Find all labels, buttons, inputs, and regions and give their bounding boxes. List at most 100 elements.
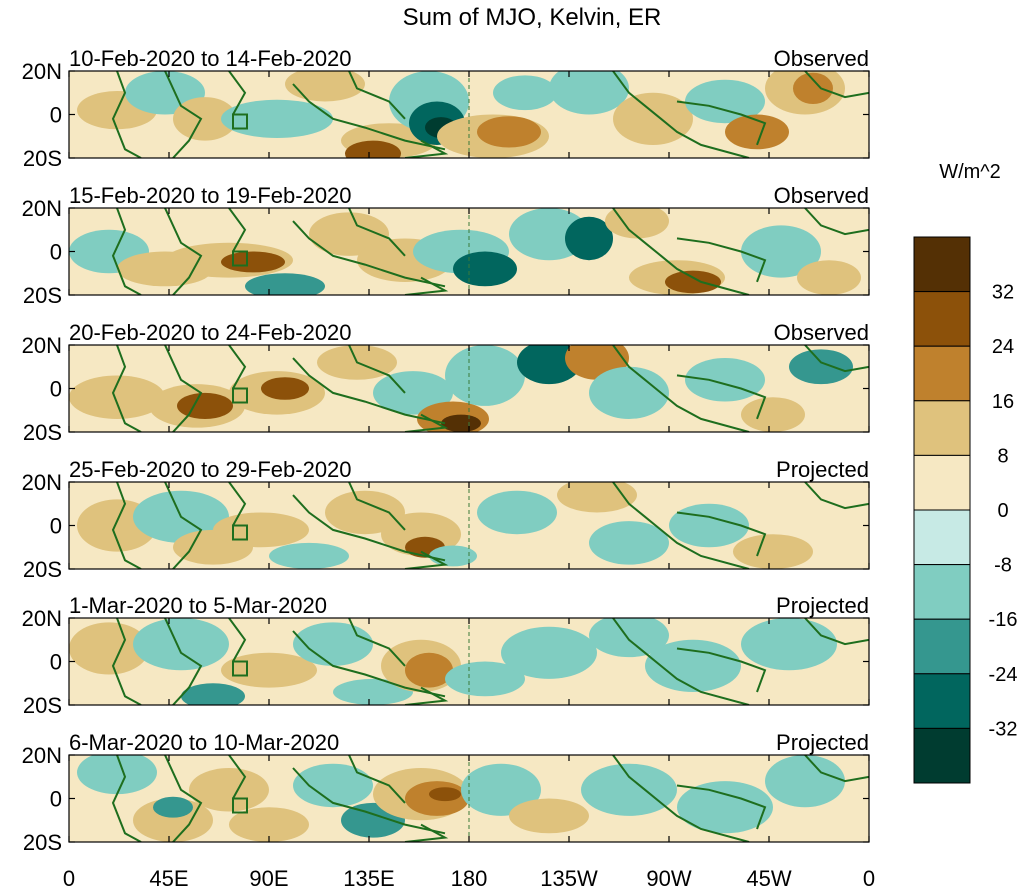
- anomaly-contour: [685, 358, 765, 402]
- panel-status: Observed: [774, 183, 869, 208]
- panel-status: Observed: [774, 320, 869, 345]
- anomaly-contour: [517, 345, 581, 385]
- anomaly-contour: [445, 345, 525, 406]
- anomaly-contour: [501, 626, 597, 679]
- anomaly-contour: [245, 273, 325, 295]
- panel-date-range: 15-Feb-2020 to 19-Feb-2020: [69, 183, 352, 208]
- coastline: [292, 630, 446, 698]
- lon-label: 45E: [149, 866, 188, 889]
- lat-label: 20S: [23, 283, 62, 308]
- coastline: [111, 618, 142, 705]
- anomaly-contour: [605, 208, 669, 239]
- lat-label: 20N: [22, 470, 62, 495]
- anomaly-contour: [309, 212, 389, 256]
- anomaly-contour: [269, 542, 349, 569]
- map-panel: 20N 0 20S 6-Mar-2020 to 10-Mar-2020 Projecte…: [22, 730, 870, 855]
- anomaly-contour: [133, 618, 229, 671]
- anomaly-field: [77, 755, 845, 842]
- coastline: [804, 482, 869, 510]
- coastline: [164, 482, 203, 569]
- anomaly-contour: [221, 251, 285, 273]
- lat-label: 20S: [23, 420, 62, 445]
- coastline: [228, 208, 247, 252]
- coastlines: [111, 345, 869, 432]
- map-panel: 20N 0 20S 20-Feb-2020 to 24-Feb-2020 Observe…: [22, 320, 870, 445]
- coastline: [348, 618, 406, 667]
- anomaly-contour: [741, 225, 821, 278]
- map-panel: 20N 0 20S 25-Feb-2020 to 29-Feb-2020 Project…: [22, 457, 870, 582]
- colorbar-swatch: [913, 454, 971, 511]
- coastline: [804, 208, 869, 236]
- coastline: [348, 482, 406, 531]
- lat-label: 0: [50, 240, 62, 265]
- anomaly-contour: [589, 366, 669, 419]
- coastline: [292, 767, 446, 835]
- anomaly-contour: [293, 763, 373, 808]
- colorbar-tick-label: 24: [992, 336, 1014, 358]
- coastline: [228, 755, 247, 799]
- coastlines: [111, 755, 869, 842]
- anomaly-contour: [229, 807, 309, 842]
- colorbar-swatch: [913, 509, 971, 566]
- anomaly-contour: [725, 114, 789, 150]
- coastline: [404, 276, 449, 295]
- anomaly-contour: [345, 140, 401, 158]
- lon-label: 0: [63, 866, 75, 889]
- anomaly-contour: [741, 397, 805, 432]
- coastline: [612, 208, 750, 295]
- anomaly-contour: [549, 71, 629, 115]
- anomaly-contour: [565, 216, 613, 261]
- anomaly-contour: [429, 545, 477, 567]
- map-panel: 20N 0 20S 1-Mar-2020 to 5-Mar-2020 Projected: [22, 593, 870, 718]
- anomaly-field: [69, 345, 853, 432]
- colorbar-tick-label: 16: [992, 391, 1014, 413]
- coastline: [676, 100, 767, 146]
- coastline: [404, 686, 449, 705]
- lat-label: 20N: [22, 333, 62, 358]
- anomaly-contour: [181, 683, 245, 705]
- panel-date-range: 20-Feb-2020 to 24-Feb-2020: [69, 320, 352, 345]
- coastline: [111, 208, 142, 295]
- coastline: [612, 755, 750, 842]
- map-panel: 20N 0 20S 10-Feb-2020 to 14-Feb-2020 Observe…: [22, 46, 870, 171]
- lon-label: 135W: [540, 866, 598, 889]
- coastline: [164, 345, 203, 432]
- lon-label: 135E: [343, 866, 394, 889]
- anomaly-contour: [589, 618, 669, 658]
- colorbar-tick-label: -8: [994, 555, 1012, 577]
- region-box: [232, 797, 248, 814]
- anomaly-contour: [677, 781, 773, 834]
- coastline: [348, 345, 406, 394]
- lat-label: 0: [50, 377, 62, 402]
- colorbar-swatch: [913, 564, 971, 620]
- lat-label: 20S: [23, 146, 62, 171]
- coastline: [292, 494, 446, 562]
- anomaly-contour: [509, 798, 589, 834]
- coastline: [111, 482, 142, 569]
- colorbar-swatch: [913, 400, 971, 456]
- panel-date-range: 1-Mar-2020 to 5-Mar-2020: [69, 593, 327, 618]
- panel-status: Projected: [776, 457, 869, 482]
- coastline: [404, 823, 449, 842]
- coastline: [164, 755, 203, 842]
- anomaly-contour: [765, 755, 845, 808]
- coastline: [804, 755, 869, 783]
- panel-date-range: 25-Feb-2020 to 29-Feb-2020: [69, 457, 352, 482]
- coastline: [676, 237, 767, 283]
- coastline: [228, 71, 247, 115]
- coastline: [404, 413, 449, 432]
- anomaly-contour: [441, 414, 481, 432]
- coastline: [228, 345, 247, 389]
- anomaly-contour: [69, 375, 165, 419]
- coastline: [676, 374, 767, 420]
- colorbar-tick-label: 8: [997, 445, 1008, 467]
- anomaly-contour: [665, 270, 721, 294]
- lat-label: 20S: [23, 830, 62, 855]
- lat-label: 20N: [22, 196, 62, 221]
- anomaly-contour: [405, 652, 453, 688]
- coastline: [111, 755, 142, 842]
- colorbar-swatch: [913, 345, 971, 402]
- region-box: [232, 250, 248, 267]
- coastline: [111, 71, 142, 158]
